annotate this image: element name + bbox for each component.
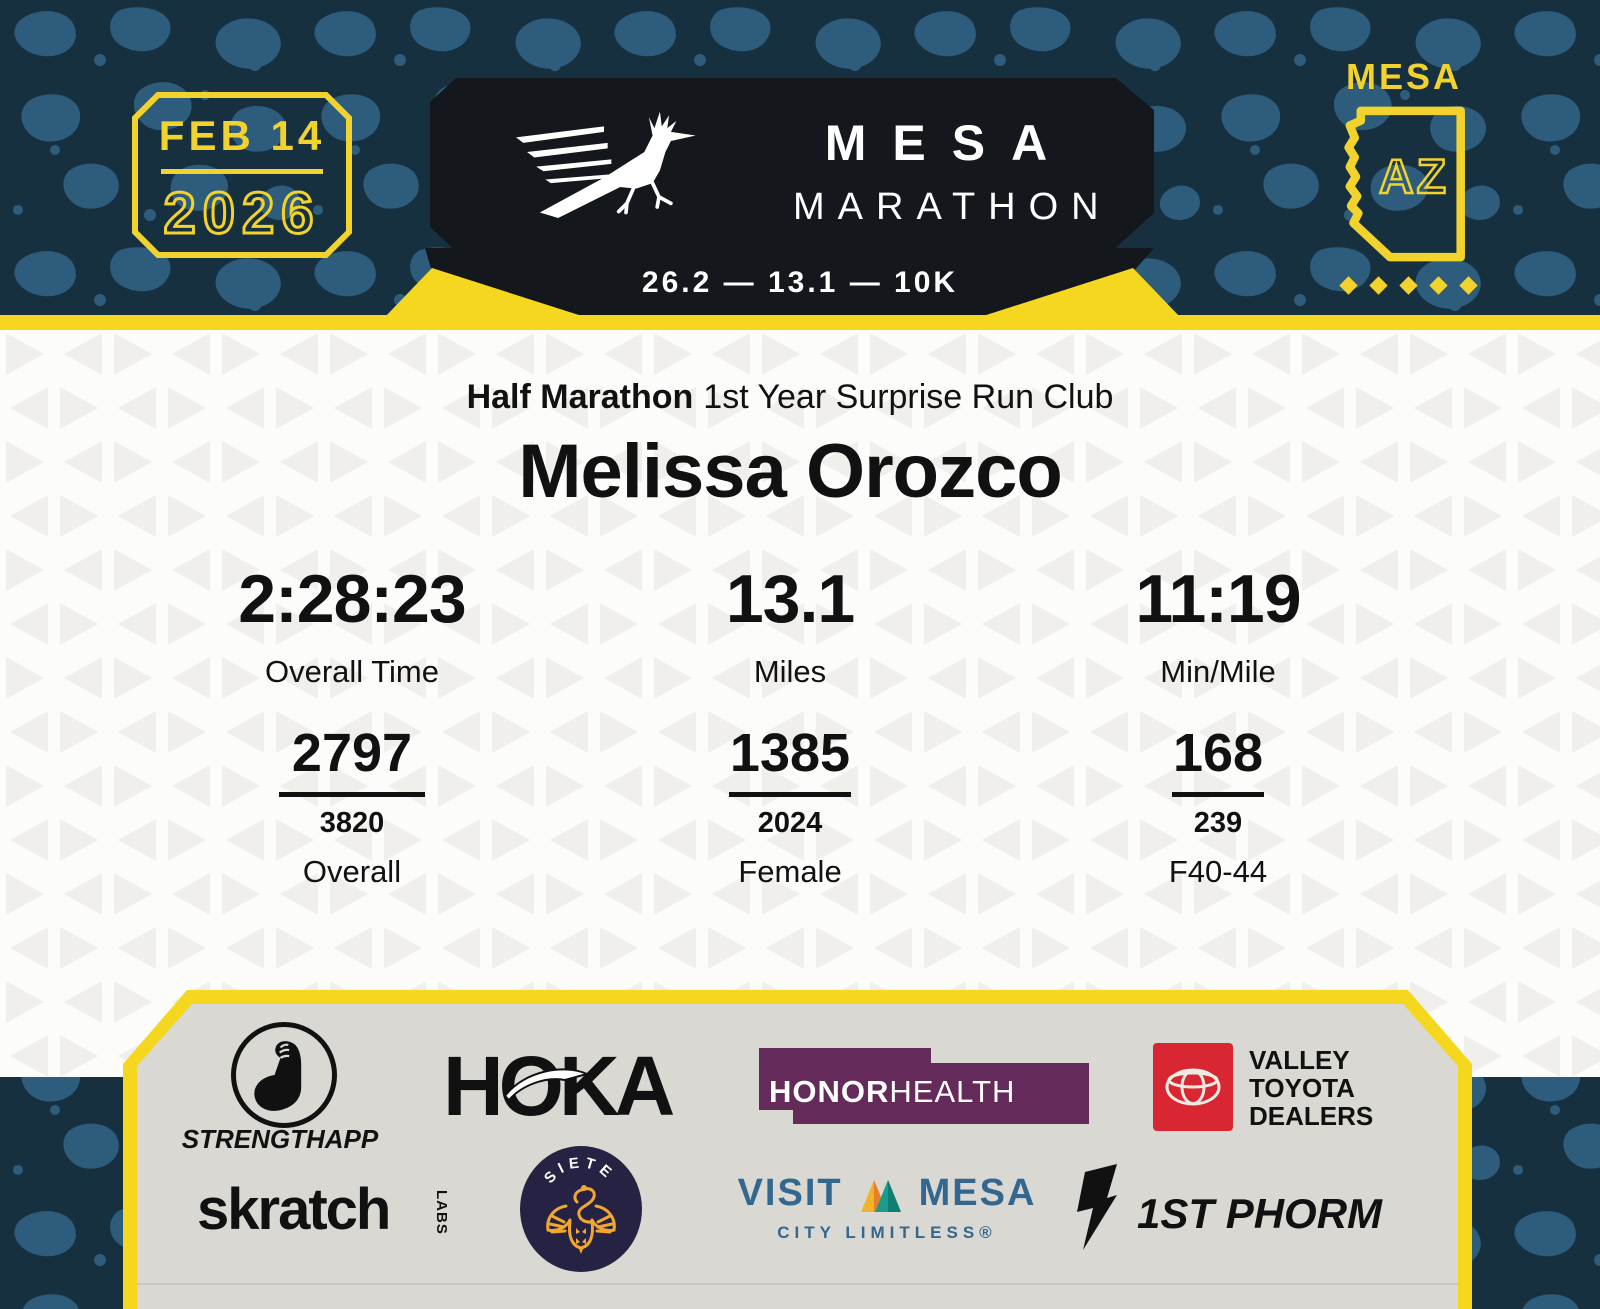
- rank-place: 168: [1172, 723, 1264, 783]
- arizona-state-icon: AZ: [1334, 106, 1468, 262]
- date-divider: [161, 169, 323, 174]
- sponsor-panel-border: STRENGTHAPP HOKA HONORHEALTH: [123, 990, 1472, 1309]
- race-distances: 26.2 — 13.1 — 10K: [641, 266, 959, 299]
- valley-toyota-wordmark: VALLEY TOYOTA DEALERS: [1249, 1045, 1458, 1131]
- toyota-line: TOYOTA: [1249, 1073, 1355, 1103]
- rank-place: 1385: [729, 723, 851, 783]
- state-mark-label: MESA: [1345, 56, 1462, 97]
- stat-label: Min/Mile: [1160, 654, 1276, 689]
- rank-total: 2024: [757, 807, 823, 839]
- rank-divider: [729, 792, 851, 797]
- strengthapp-wordmark: STRENGTHAPP: [181, 1124, 379, 1154]
- stat-label: Miles: [753, 654, 827, 689]
- header-band: [0, 248, 1600, 330]
- content-background: [0, 327, 1600, 1077]
- rank-place: 2797: [291, 723, 413, 783]
- brand-badge: MESA MARATHON: [430, 78, 1154, 255]
- state-abbr: AZ: [1378, 150, 1449, 206]
- event-date: FEB 14: [158, 112, 326, 159]
- brand-marathon: MARATHON: [793, 186, 1112, 228]
- brand-text: MESA MARATHON: [780, 114, 1112, 229]
- honorhealth-wordmark: HONORHEALTH: [769, 1074, 1089, 1110]
- rank-label: Female: [738, 854, 842, 889]
- strengthapp-logo-icon: [231, 1022, 337, 1128]
- rank-label: Overall: [302, 854, 402, 889]
- race-subtitle: Half Marathon 1st Year Surprise Run Club: [0, 378, 1580, 417]
- rank-divider: [279, 792, 425, 797]
- hoka-bird-icon: [503, 1068, 589, 1102]
- arizona-outline: [1344, 106, 1465, 262]
- hoka-wordmark: HOKA: [443, 1039, 675, 1133]
- visit-mesa-tagline: CITY LIMITLESS®: [777, 1223, 997, 1242]
- first-phorm-wordmark: 1ST PHORM: [1137, 1190, 1383, 1237]
- stat-label: Overall Time: [265, 654, 439, 689]
- runner-name: Melissa Orozco: [518, 429, 1063, 514]
- honorhealth-honor: HONOR: [769, 1074, 890, 1109]
- rank-total: 3820: [319, 807, 385, 839]
- sponsor-panel: STRENGTHAPP HOKA HONORHEALTH: [137, 1004, 1458, 1309]
- first-phorm-icon: [1077, 1164, 1117, 1250]
- stat-value: 2:28:23: [238, 561, 466, 637]
- stat-overall-time: 2:28:23 Overall Time: [142, 560, 562, 690]
- skratch-labs-label: LABS: [433, 1190, 450, 1235]
- toyota-logo-icon: [1153, 1043, 1233, 1131]
- race-name: Half Marathon: [466, 378, 694, 416]
- rank-overall: 2797 3820 Overall: [142, 722, 562, 890]
- rank-divider: [1172, 792, 1264, 797]
- honorhealth-health: HEALTH: [889, 1074, 1016, 1109]
- stat-value: 13.1: [725, 561, 855, 637]
- stat-pace: 11:19 Min/Mile: [1008, 560, 1428, 690]
- toyota-line: DEALERS: [1249, 1101, 1374, 1131]
- visit-mesa-mountains-icon: [860, 1179, 901, 1212]
- rank-label: F40-44: [1168, 854, 1268, 889]
- stat-value: 11:19: [1135, 561, 1301, 637]
- visit-mesa-visit: VISIT: [737, 1172, 843, 1214]
- skratch-wordmark: skratch: [197, 1177, 391, 1242]
- roadrunner-logo-icon: [516, 111, 696, 218]
- panel-separator: [137, 1283, 1458, 1285]
- siete-logo: SIETE: [518, 1146, 644, 1272]
- triangle-pattern: [0, 327, 1600, 1077]
- rank-gender: 1385 2024 Female: [580, 722, 1000, 890]
- rank-total: 239: [1193, 807, 1243, 839]
- event-year: 2026: [162, 180, 321, 248]
- visit-mesa-mesa: MESA: [918, 1172, 1037, 1214]
- date-badge: FEB 14 2026: [132, 92, 352, 258]
- toyota-line: VALLEY: [1249, 1045, 1350, 1075]
- stat-miles: 13.1 Miles: [580, 560, 1000, 690]
- visit-mesa-logo: VISIT MESA CITY LIMITLESS®: [697, 1172, 1077, 1243]
- brand-mesa: MESA: [824, 115, 1074, 171]
- honorhealth-block-front: [793, 1063, 1089, 1124]
- date-badge-frame: [132, 92, 352, 258]
- team-name: 1st Year Surprise Run Club: [703, 378, 1114, 416]
- hoka-logo: HOKA: [443, 1044, 683, 1128]
- rank-division: 168 239 F40-44: [1008, 722, 1428, 890]
